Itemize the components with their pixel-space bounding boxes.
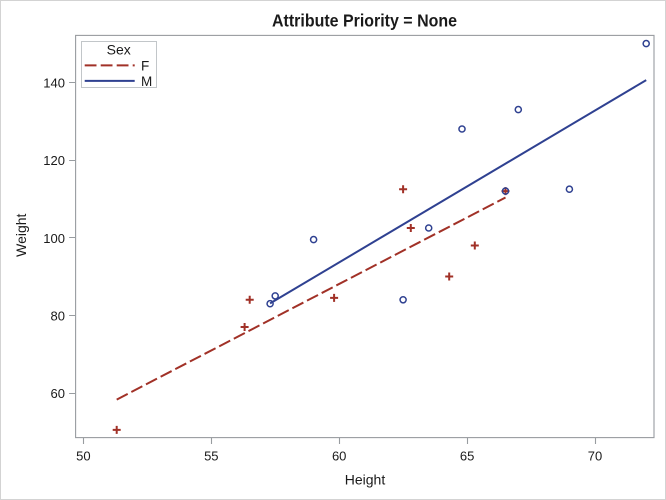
svg-text:Sex: Sex [107,42,131,58]
svg-text:Height: Height [345,472,386,488]
svg-text:F: F [141,58,149,73]
svg-text:80: 80 [51,309,65,324]
svg-text:Weight: Weight [13,213,29,256]
svg-text:60: 60 [332,448,346,463]
svg-text:50: 50 [76,448,90,463]
svg-text:100: 100 [43,231,65,246]
svg-text:70: 70 [588,448,602,463]
svg-text:65: 65 [460,448,474,463]
svg-text:55: 55 [204,448,218,463]
svg-text:120: 120 [43,153,65,168]
svg-text:M: M [141,74,152,89]
svg-text:140: 140 [43,76,65,91]
svg-text:Attribute Priority = None: Attribute Priority = None [272,10,457,30]
svg-text:60: 60 [51,386,65,401]
